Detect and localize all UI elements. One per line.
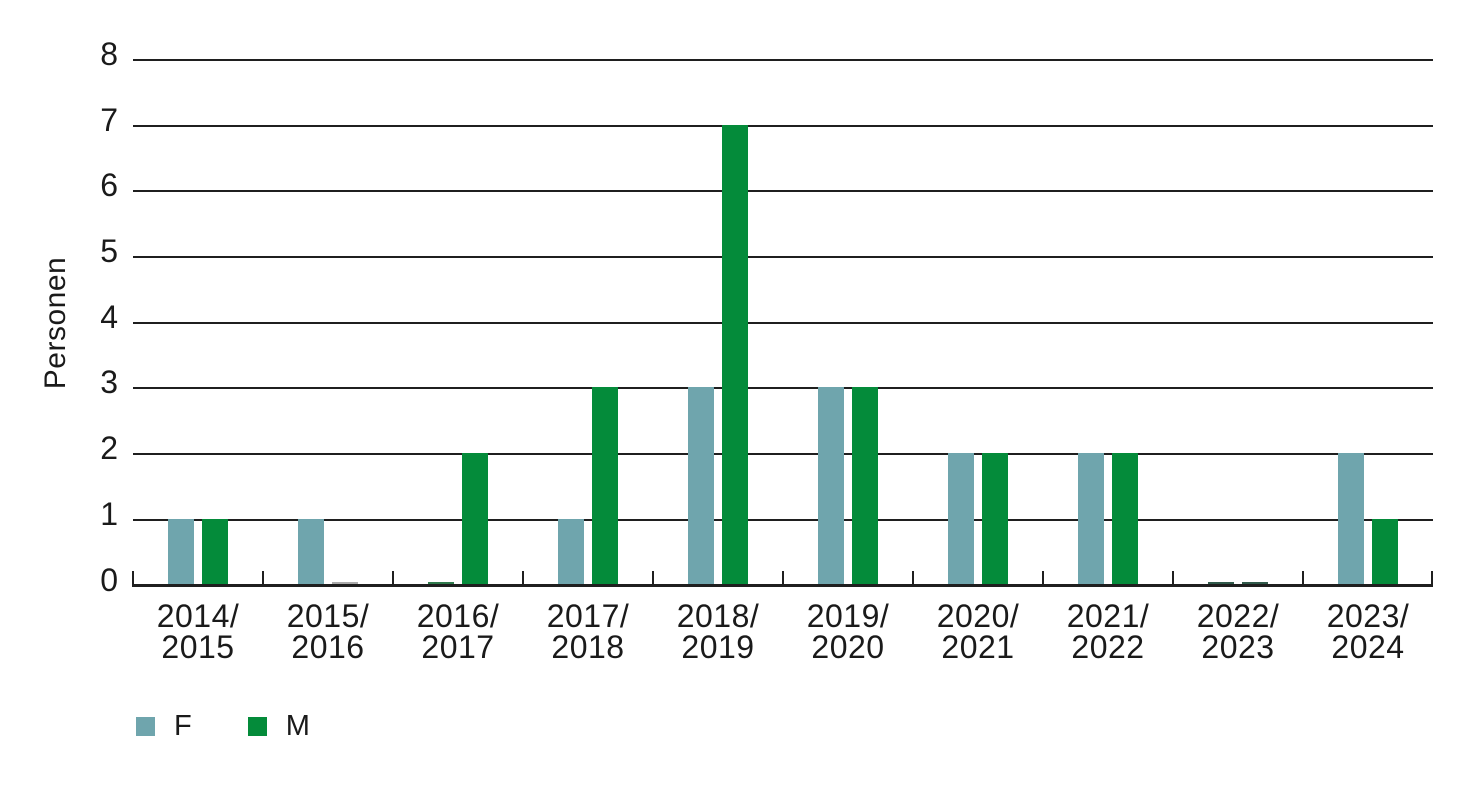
x-tick-label-2016-2017: 2016/2017 [393, 598, 523, 665]
bar-m-2023-2024 [1372, 518, 1398, 587]
zero-bar-sliver-f-8 [1208, 582, 1234, 584]
x-axis-tick [132, 571, 134, 587]
x-axis-tick [782, 571, 784, 587]
x-tick-label-line: 2021/ [1066, 598, 1150, 634]
x-tick-label-line: 2017 [421, 629, 495, 665]
bar-f-2018-2019 [688, 387, 714, 587]
plot-area [132, 58, 1433, 587]
bar-m-2017-2018 [592, 387, 618, 587]
bar-m-2019-2020 [852, 387, 878, 587]
x-tick-label-line: 2019/ [806, 598, 890, 634]
y-tick-label-0: 0 [100, 561, 118, 598]
bar-f-2017-2018 [558, 518, 584, 587]
x-tick-label-line: 2020/ [936, 598, 1020, 634]
x-tick-label-line: 2023 [1201, 629, 1275, 665]
y-tick-label-5: 5 [100, 233, 118, 269]
bar-f-2015-2016 [298, 518, 324, 587]
bar-f-2019-2020 [818, 387, 844, 587]
x-tick-label-line: 2018 [551, 629, 625, 665]
x-tick-label-line: 2016/ [416, 598, 500, 634]
x-axis-tick [1172, 571, 1174, 587]
legend-label-m: M [285, 710, 310, 742]
gridline-4 [133, 321, 1433, 324]
x-tick-label-2018-2019: 2018/2019 [653, 598, 783, 665]
x-tick-label-2022-2023: 2022/2023 [1173, 598, 1303, 665]
bar-f-2023-2024 [1338, 453, 1364, 587]
x-tick-label-line: 2022 [1071, 629, 1145, 665]
x-tick-label-2020-2021: 2020/2021 [913, 598, 1043, 665]
x-tick-label-line: 2021 [941, 629, 1015, 665]
bar-m-2021-2022 [1112, 453, 1138, 587]
legend-label-f: F [174, 710, 192, 742]
gridline-6 [133, 190, 1433, 193]
y-tick-label-7: 7 [100, 101, 118, 138]
x-tick-label-2015-2016: 2015/2016 [263, 598, 393, 665]
gridline-7 [133, 124, 1433, 127]
legend-swatch-f-icon [136, 716, 155, 736]
y-tick-label-6: 6 [100, 167, 118, 204]
y-tick-label-1: 1 [100, 495, 118, 532]
x-tick-label-line: 2023/ [1326, 598, 1410, 634]
x-tick-label-line: 2018/ [676, 598, 760, 634]
x-tick-label-line: 2019 [681, 629, 755, 665]
bar-f-2020-2021 [948, 453, 974, 587]
x-tick-label-2019-2020: 2019/2020 [783, 598, 913, 665]
x-axis-tick [652, 571, 654, 587]
x-tick-label-line: 2015 [161, 629, 235, 665]
gridline-3 [133, 387, 1433, 390]
y-tick-label-4: 4 [100, 298, 118, 335]
legend-item-f: F [136, 711, 192, 741]
x-axis-tick [1302, 571, 1304, 587]
gridline-8 [133, 58, 1433, 61]
x-tick-label-2021-2022: 2021/2022 [1043, 598, 1173, 665]
zero-bar-sliver-f-2 [428, 582, 454, 584]
x-tick-label-2023-2024: 2023/2024 [1303, 598, 1433, 665]
zero-bar-sliver-m-1 [332, 582, 358, 584]
x-axis-tick [522, 571, 524, 587]
bar-m-2018-2019 [722, 124, 748, 587]
x-tick-label-2014-2015: 2014/2015 [133, 598, 263, 665]
gridline-5 [133, 256, 1433, 258]
y-tick-label-8: 8 [100, 35, 118, 72]
x-tick-label-line: 2020 [811, 629, 885, 665]
gridline-2 [133, 453, 1433, 456]
bar-f-2014-2015 [168, 518, 194, 587]
x-tick-label-line: 2015/ [286, 598, 370, 634]
x-tick-label-line: 2014/ [156, 598, 240, 634]
x-tick-label-line: 2024 [1331, 629, 1405, 665]
x-tick-label-line: 2022/ [1196, 598, 1280, 634]
gridline-1 [133, 518, 1433, 521]
legend-swatch-m-icon [247, 716, 267, 736]
y-tick-label-2: 2 [100, 430, 118, 467]
bar-m-2020-2021 [982, 453, 1008, 587]
y-tick-label-3: 3 [100, 364, 118, 401]
bar-m-2016-2017 [462, 453, 488, 587]
x-axis-tick [262, 571, 264, 587]
legend-item-m: M [247, 710, 310, 742]
x-tick-label-line: 2016 [291, 629, 365, 665]
x-tick-label-2017-2018: 2017/2018 [523, 598, 653, 665]
x-axis-tick [912, 571, 914, 587]
bar-f-2021-2022 [1078, 453, 1104, 587]
x-axis-tick [1431, 571, 1433, 587]
x-axis-tick [1042, 571, 1044, 587]
legend: F M [136, 711, 366, 741]
x-axis-tick [392, 571, 394, 587]
x-tick-label-line: 2017/ [546, 598, 630, 634]
bar-m-2014-2015 [202, 518, 228, 587]
zero-bar-sliver-m-8 [1242, 582, 1268, 584]
